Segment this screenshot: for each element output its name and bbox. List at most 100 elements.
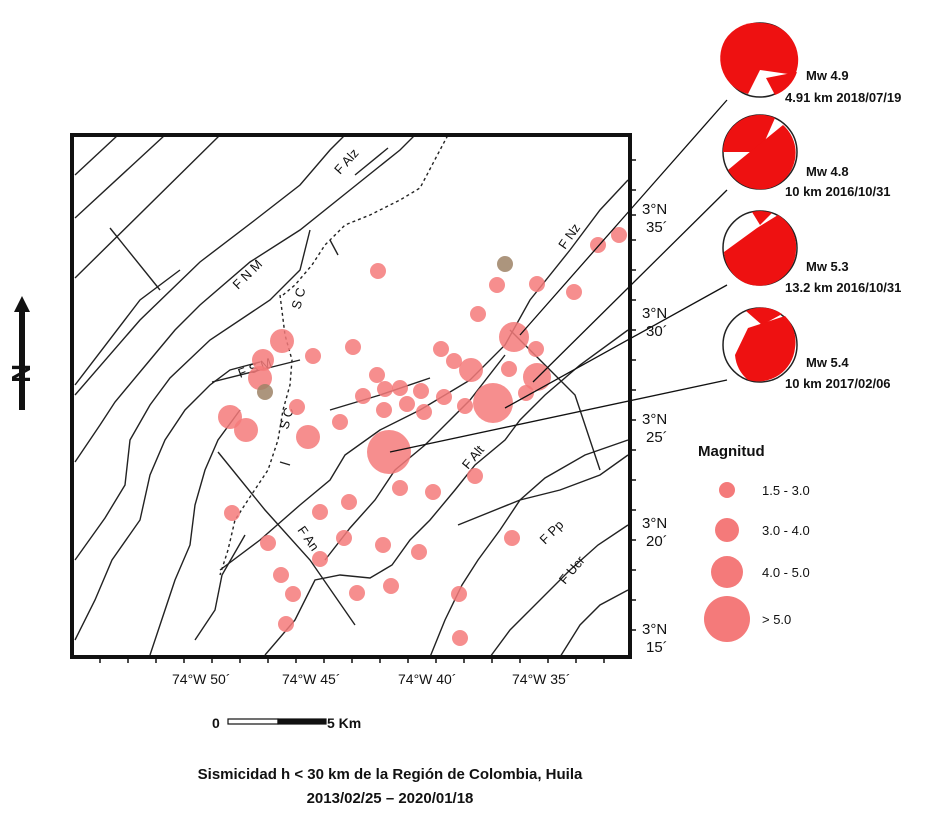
earthquake-epicenter: [336, 530, 352, 546]
mechanism-4-detail: 10 km 2017/02/06: [785, 376, 891, 391]
earthquake-epicenter: [467, 468, 483, 484]
earthquake-epicenter: [383, 578, 399, 594]
connector-line: [532, 189, 728, 383]
fault-label-sc-north: S C: [288, 286, 308, 311]
fault-line: [109, 227, 161, 291]
fault-label-fpp: F Pp: [537, 517, 567, 547]
earthquake-epicenter: [392, 480, 408, 496]
earthquake-epicenter: [436, 389, 452, 405]
fault-line: [74, 269, 181, 386]
fault-line: [74, 135, 119, 176]
scale-end: 5 Km: [327, 715, 361, 731]
focal-mechanism-1: [720, 22, 799, 98]
earthquake-epicenter: [252, 349, 274, 371]
earthquake-epicenter: [497, 256, 513, 272]
fault-line: [149, 409, 241, 656]
earthquake-epicenter: [451, 586, 467, 602]
earthquake-epicenter: [224, 505, 240, 521]
fault-label-falz: F Alz: [331, 145, 361, 177]
fault-line: [74, 135, 166, 219]
earthquake-epicenter: [392, 380, 408, 396]
focal-mechanism-4: [722, 307, 798, 383]
fault-line: [194, 534, 246, 641]
earthquake-epicenter: [457, 398, 473, 414]
earthquake-epicenter: [566, 284, 582, 300]
earthquake-epicenter: [296, 425, 320, 449]
fault-label-falt: F Alt: [459, 442, 487, 472]
legend-symbol-small: [719, 482, 735, 498]
earthquake-epicenter: [285, 586, 301, 602]
fault-line: [264, 329, 629, 656]
legend-label: > 5.0: [762, 612, 791, 627]
earthquake-epicenter: [504, 530, 520, 546]
lat-deg: 3°N: [642, 515, 667, 532]
connector-line: [519, 99, 728, 336]
mechanism-3-magnitude: Mw 5.3: [806, 259, 849, 274]
earthquake-epicenter: [305, 348, 321, 364]
legend-label: 3.0 - 4.0: [762, 523, 810, 538]
connector-line: [389, 379, 728, 453]
earthquake-epicenter: [376, 402, 392, 418]
lat-min: 25´: [646, 429, 668, 446]
north-arrow: N: [6, 296, 36, 410]
focal-mechanism-3: [722, 210, 798, 286]
earthquake-epicenter: [528, 341, 544, 357]
magnitude-legend: Magnitud 1.5 - 3.0 3.0 - 4.0 4.0 - 5.0 >…: [698, 443, 810, 642]
earthquake-epicenter: [413, 383, 429, 399]
earthquake-epicenter: [273, 567, 289, 583]
focal-mechanism-2: [722, 114, 798, 190]
latitude-labels: 3°N 35´ 3°N 30´ 3°N 25´ 3°N 20´ 3°N 15´: [642, 201, 668, 656]
fault-line: [74, 229, 311, 561]
fault-line: [559, 589, 629, 657]
map-frame: [70, 133, 632, 659]
earthquake-epicenter: [341, 494, 357, 510]
earthquake-epicenter: [332, 414, 348, 430]
earthquake-epicenter: [369, 367, 385, 383]
lat-deg: 3°N: [642, 201, 667, 218]
scale-zero: 0: [212, 715, 220, 731]
fault-line: [489, 524, 629, 657]
fault-line: [74, 135, 346, 396]
mechanism-2-detail: 10 km 2016/10/31: [785, 184, 891, 199]
lat-min: 35´: [646, 219, 668, 236]
earthquake-epicenter: [355, 388, 371, 404]
mechanism-1-detail: 4.91 km 2018/07/19: [785, 90, 901, 105]
fault-line: [429, 439, 629, 657]
fault-line: [217, 451, 356, 626]
scale-bar: 0 5 Km: [212, 715, 361, 731]
lon-label: 74°W 45´: [282, 671, 341, 687]
mechanism-2-magnitude: Mw 4.8: [806, 164, 849, 179]
earthquake-epicenter: [289, 399, 305, 415]
earthquake-epicenter: [611, 227, 627, 243]
earthquake-epicenter: [399, 396, 415, 412]
earthquake-epicenter: [501, 361, 517, 377]
sc-fault-trace: [282, 135, 449, 296]
legend-symbol-xlarge: [704, 596, 750, 642]
north-label: N: [6, 364, 36, 383]
fault-line: [74, 135, 221, 279]
earthquake-epicenter: [518, 385, 534, 401]
mechanism-4-magnitude: Mw 5.4: [806, 355, 849, 370]
earthquake-epicenter: [234, 418, 258, 442]
fault-label-fan: F An: [295, 523, 323, 554]
sc-tick: [329, 239, 339, 256]
mechanism-3-detail: 13.2 km 2016/10/31: [785, 280, 901, 295]
connector-line: [504, 284, 728, 409]
earthquake-epicenter: [312, 504, 328, 520]
earthquake-epicenter: [446, 353, 462, 369]
legend-label: 4.0 - 5.0: [762, 565, 810, 580]
earthquake-epicenter: [278, 616, 294, 632]
earthquake-epicenter: [312, 551, 328, 567]
mechanism-1-magnitude: Mw 4.9: [806, 68, 849, 83]
earthquake-epicenter: [367, 430, 411, 474]
fault-line: [74, 361, 261, 641]
earthquake-epicenter: [370, 263, 386, 279]
earthquake-epicenter: [270, 329, 294, 353]
earthquake-epicenter: [218, 405, 242, 429]
earthquake-epicenter: [260, 535, 276, 551]
legend-symbol-medium: [715, 518, 739, 542]
legend-symbol-large: [711, 556, 743, 588]
fault-label-fnz: F Nz: [555, 221, 583, 252]
earthquake-epicenter: [433, 341, 449, 357]
